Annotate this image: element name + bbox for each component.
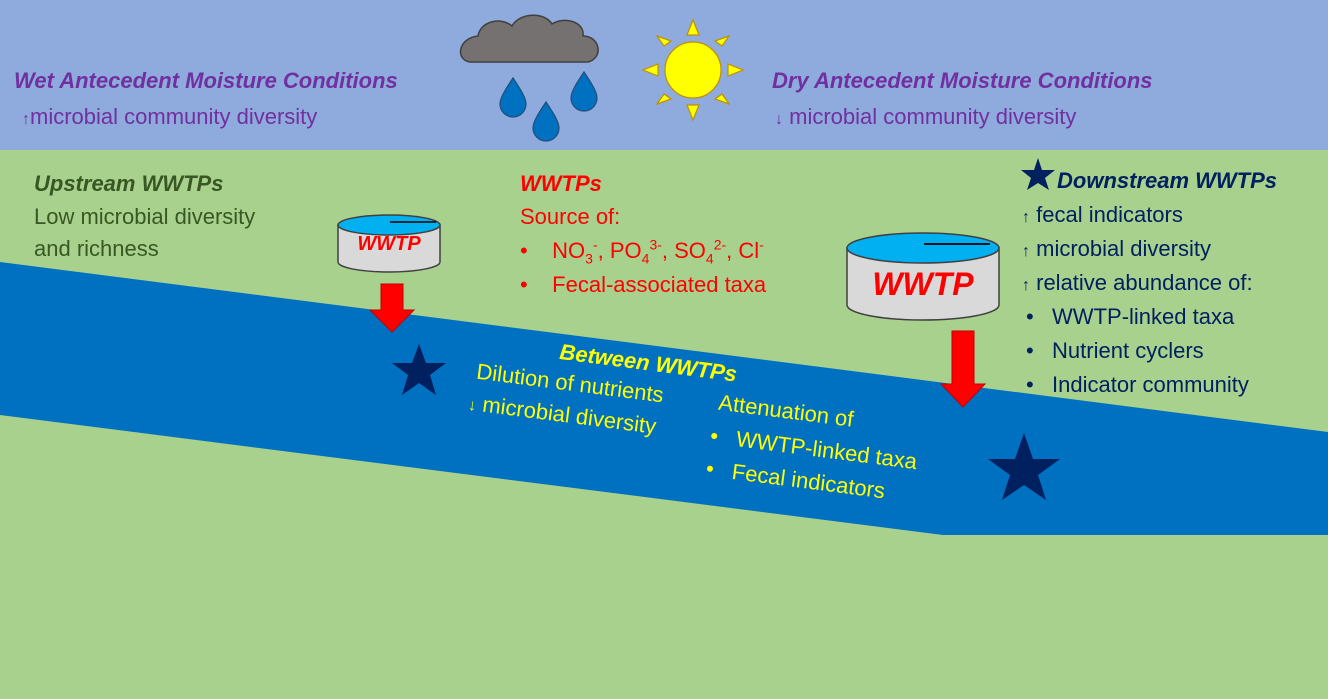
bullet: • xyxy=(704,455,716,482)
down-arrow-icon: ↓ xyxy=(467,396,478,415)
ion-cl: , Cl xyxy=(726,238,760,263)
up-arrow-icon: ↑ xyxy=(1022,209,1030,226)
downstream-bullet-text: Indicator community xyxy=(1052,372,1249,397)
upstream-title: Upstream WWTPs xyxy=(34,171,224,196)
upstream-line-1: Low microbial diversity xyxy=(34,204,256,229)
bullet: • xyxy=(520,238,528,263)
sun-icon xyxy=(641,18,745,122)
downstream-line-1: ↑ fecal indicators xyxy=(1022,202,1183,231)
wwtps-source: Source of: xyxy=(520,204,621,229)
downstream-line-2: ↑ microbial diversity xyxy=(1022,236,1211,265)
wwtps-fecal-text: Fecal-associated taxa xyxy=(552,272,767,297)
river xyxy=(0,262,1328,535)
bullet: • xyxy=(520,272,528,297)
downstream-line-3: ↑ relative abundance of: xyxy=(1022,270,1253,299)
wwtp-label-small: WWTP xyxy=(357,233,421,255)
up-arrow-icon: ↑ xyxy=(1022,277,1030,294)
discharge-arrow xyxy=(939,330,987,408)
ion-so4: , SO xyxy=(661,238,706,263)
upstream-line-2: and richness xyxy=(34,236,159,261)
wet-conditions-text: microbial community diversity xyxy=(30,104,318,129)
ion-so4-sup: 2- xyxy=(713,236,727,253)
ion-no3: NO xyxy=(552,238,586,263)
downstream-line-3-text: relative abundance of: xyxy=(1036,270,1253,295)
downstream-title: Downstream WWTPs xyxy=(1057,168,1278,193)
ion-po4: , PO xyxy=(597,238,642,263)
wwtp-tank-large xyxy=(846,232,1000,321)
bullet: • xyxy=(1026,304,1034,329)
bullet: • xyxy=(708,422,720,449)
raindrop-icon xyxy=(499,76,527,118)
ion-so4-sub: 4 xyxy=(705,250,714,267)
ion-no3-sub: 3 xyxy=(585,250,593,267)
dry-conditions-text: microbial community diversity xyxy=(789,104,1077,129)
raindrop-icon xyxy=(570,70,598,112)
ion-po4-sub: 4 xyxy=(641,250,650,267)
ion-po4-sup: 3- xyxy=(649,236,662,253)
sky-band xyxy=(0,0,1328,150)
ion-no3-sup: - xyxy=(592,236,598,253)
downstream-bullet: • Indicator community xyxy=(1026,372,1249,398)
star-icon xyxy=(1021,158,1055,190)
wet-conditions-title: Wet Antecedent Moisture Conditions xyxy=(14,68,398,93)
wwtp-tank-small xyxy=(337,214,441,273)
star-icon xyxy=(988,433,1060,500)
downstream-bullet: • WWTP-linked taxa xyxy=(1026,304,1234,330)
wwtps-fecal-bullet: • Fecal-associated taxa xyxy=(520,272,766,298)
bullet: • xyxy=(1026,338,1034,363)
star-icon xyxy=(392,344,446,395)
up-arrow-icon: ↑ xyxy=(1022,243,1030,260)
wwtps-title: WWTPs xyxy=(520,171,602,196)
downstream-bullet-text: WWTP-linked taxa xyxy=(1052,304,1235,329)
down-arrow-icon: ↓ xyxy=(775,111,783,128)
diagram-canvas xyxy=(0,0,1328,535)
discharge-arrow xyxy=(368,283,416,333)
cloud-icon xyxy=(459,14,599,63)
downstream-bullet-text: Nutrient cyclers xyxy=(1052,338,1204,363)
wet-conditions-line: ↑microbial community diversity xyxy=(22,104,317,133)
dry-conditions-title: Dry Antecedent Moisture Conditions xyxy=(772,68,1153,93)
ion-cl-sup: - xyxy=(759,236,764,253)
wwtps-ions-bullet: • NO3-, PO43-, SO42-, Cl- xyxy=(520,236,764,267)
dry-conditions-line: ↓ microbial community diversity xyxy=(775,104,1076,133)
downstream-line-2-text: microbial diversity xyxy=(1036,236,1211,261)
up-arrow-icon: ↑ xyxy=(22,111,30,128)
bullet: • xyxy=(1026,372,1034,397)
raindrop-icon xyxy=(532,100,560,142)
wwtp-label-large: WWTP xyxy=(872,266,974,302)
downstream-line-1-text: fecal indicators xyxy=(1036,202,1183,227)
downstream-bullet: • Nutrient cyclers xyxy=(1026,338,1204,364)
